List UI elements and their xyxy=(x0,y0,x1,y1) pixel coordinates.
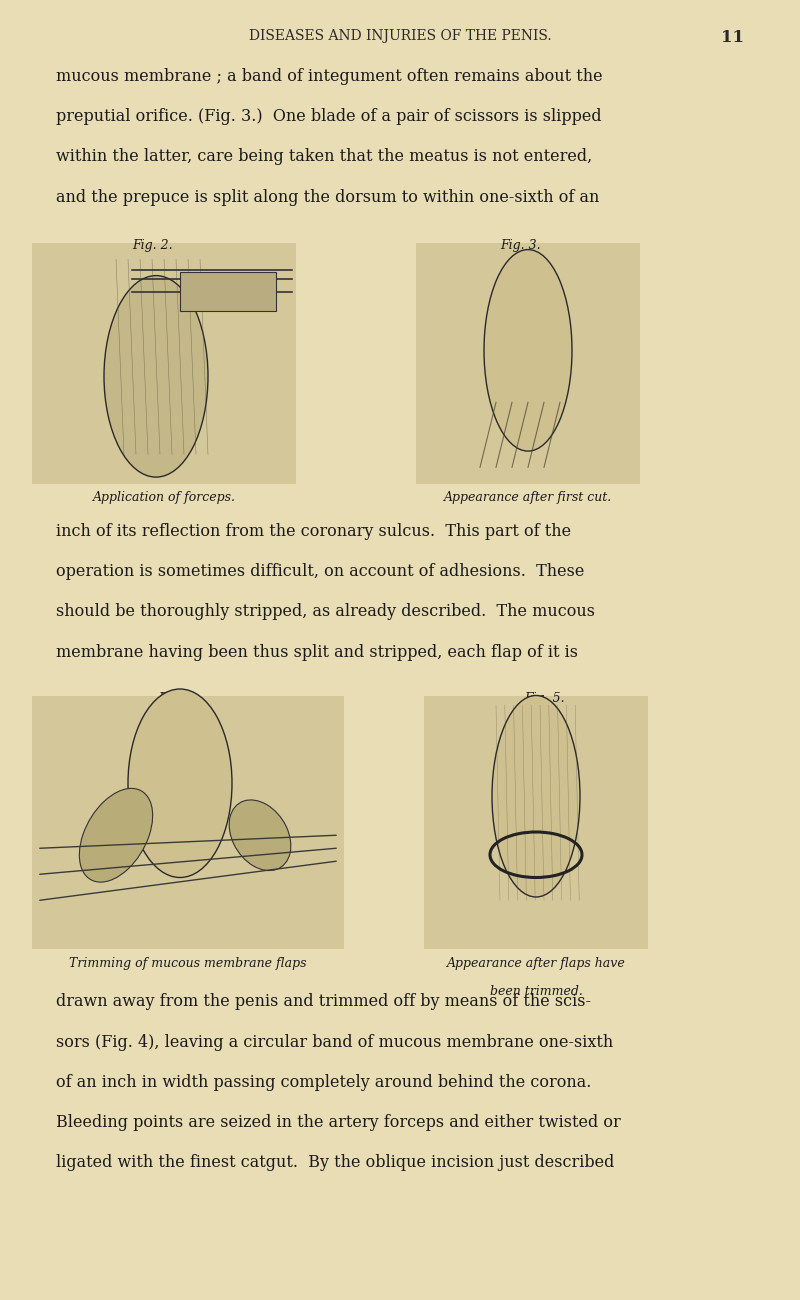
Text: 11: 11 xyxy=(721,29,744,46)
Ellipse shape xyxy=(484,250,572,451)
Text: Appearance after flaps have: Appearance after flaps have xyxy=(446,957,626,970)
Text: Trimming of mucous membrane flaps: Trimming of mucous membrane flaps xyxy=(70,957,306,970)
FancyBboxPatch shape xyxy=(416,243,640,484)
FancyBboxPatch shape xyxy=(424,696,648,949)
Text: inch of its reflection from the coronary sulcus.  This part of the: inch of its reflection from the coronary… xyxy=(56,523,571,540)
Text: preputial orifice. (Fig. 3.)  One blade of a pair of scissors is slipped: preputial orifice. (Fig. 3.) One blade o… xyxy=(56,108,602,125)
Ellipse shape xyxy=(104,276,208,477)
Text: and the prepuce is split along the dorsum to within one-sixth of an: and the prepuce is split along the dorsu… xyxy=(56,188,599,205)
Text: operation is sometimes difficult, on account of adhesions.  These: operation is sometimes difficult, on acc… xyxy=(56,563,584,580)
Text: within the latter, care being taken that the meatus is not entered,: within the latter, care being taken that… xyxy=(56,148,592,165)
Text: of an inch in width passing completely around behind the corona.: of an inch in width passing completely a… xyxy=(56,1074,591,1091)
Ellipse shape xyxy=(128,689,232,878)
Text: Appearance after first cut.: Appearance after first cut. xyxy=(444,491,612,504)
Text: been trimmed.: been trimmed. xyxy=(490,985,582,998)
Text: sors (Fig. 4), leaving a circular band of mucous membrane one-sixth: sors (Fig. 4), leaving a circular band o… xyxy=(56,1034,614,1050)
Text: Fig. 3.: Fig. 3. xyxy=(500,239,540,252)
Text: Fig. 5.: Fig. 5. xyxy=(524,692,564,705)
FancyBboxPatch shape xyxy=(32,243,296,484)
Text: should be thoroughly stripped, as already described.  The mucous: should be thoroughly stripped, as alread… xyxy=(56,603,595,620)
Text: Application of forceps.: Application of forceps. xyxy=(93,491,235,504)
Text: Bleeding points are seized in the artery forceps and either twisted or: Bleeding points are seized in the artery… xyxy=(56,1114,621,1131)
Text: drawn away from the penis and trimmed off by means of the scis-: drawn away from the penis and trimmed of… xyxy=(56,993,591,1010)
Text: DISEASES AND INJURIES OF THE PENIS.: DISEASES AND INJURIES OF THE PENIS. xyxy=(249,29,551,43)
Text: Fig. 4: Fig. 4 xyxy=(158,692,194,705)
Text: ligated with the finest catgut.  By the oblique incision just described: ligated with the finest catgut. By the o… xyxy=(56,1154,614,1171)
Text: membrane having been thus split and stripped, each flap of it is: membrane having been thus split and stri… xyxy=(56,644,578,660)
FancyBboxPatch shape xyxy=(32,696,344,949)
Ellipse shape xyxy=(492,696,580,897)
Text: Fig. 2.: Fig. 2. xyxy=(132,239,172,252)
FancyBboxPatch shape xyxy=(180,273,276,312)
Ellipse shape xyxy=(229,800,291,871)
Text: mucous membrane ; a band of integument often remains about the: mucous membrane ; a band of integument o… xyxy=(56,68,602,84)
Ellipse shape xyxy=(79,788,153,883)
